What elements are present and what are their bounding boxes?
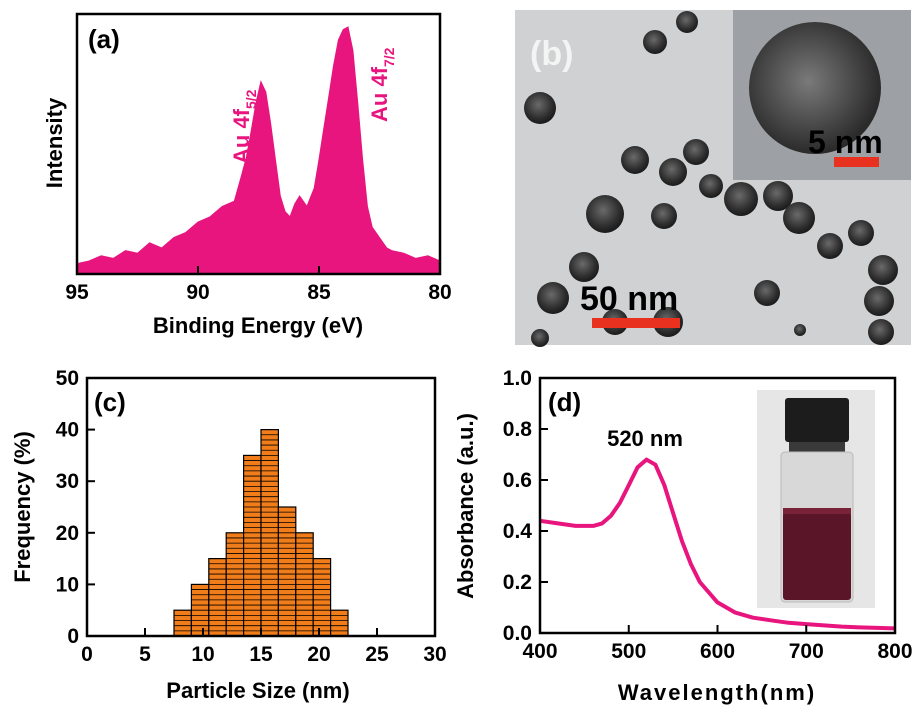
hist-y-tick-label: 50	[56, 367, 79, 390]
abs-y-tick-label: 1.0	[503, 367, 532, 390]
abs-x-tick-label: 500	[611, 640, 646, 663]
hist-y-tick-label: 10	[56, 573, 79, 596]
panel-a-label: (a)	[88, 24, 120, 54]
peak-annotation-520: 520 nm	[607, 426, 683, 451]
inset-scale-bar	[834, 157, 879, 167]
xps-x-tick-label: 95	[65, 281, 89, 304]
vial-photo	[757, 390, 875, 608]
histogram-bar	[243, 454, 262, 637]
hist-y-axis-label: Frequency (%)	[10, 431, 35, 583]
hist-x-tick-label: 25	[365, 643, 389, 666]
hist-y-tick-label: 30	[56, 470, 79, 493]
inset-scale-label: 5 nm	[808, 124, 883, 160]
hist-y-tick-label: 0	[67, 625, 79, 648]
hist-y-tick-label: 20	[56, 522, 79, 545]
histogram-bar	[208, 557, 227, 637]
xps-plot-area	[76, 26, 441, 275]
abs-x-ticks: 400 500 600 700 800	[522, 625, 913, 663]
xps-frame	[75, 12, 442, 276]
histogram-bar	[277, 506, 297, 637]
xps-x-tick-label: 85	[307, 281, 331, 304]
histogram-bar	[312, 557, 332, 637]
hist-x-axis-label: Particle Size (nm)	[166, 678, 349, 703]
panel-a: 95 90 85 80 (a) Binding Energy (eV) Intensi…	[42, 12, 452, 338]
panel-b: (b) 5 nm 50 nm	[515, 10, 911, 347]
abs-y-tick-label: 0.8	[503, 418, 533, 441]
hist-y-ticks: 0 10 20 30 40 50	[56, 367, 95, 648]
xps-spectrum-area	[76, 26, 441, 275]
abs-x-axis-label: Wavelength(nm)	[618, 680, 816, 705]
svg-text:Au 4f7/2: Au 4f7/2	[367, 47, 397, 122]
abs-y-tick-label: 0.4	[503, 520, 533, 543]
hist-x-tick-label: 10	[191, 643, 214, 666]
svg-text:Au 4f5/2: Au 4f5/2	[229, 89, 259, 164]
abs-y-tick-label: 0.0	[503, 622, 532, 645]
abs-y-tick-label: 0.6	[503, 469, 532, 492]
peak-label-4f72-text: Au 4f	[367, 66, 392, 122]
panel-d: 400 500 600 700 800 0.0 0.2 0.4 0.6 0.8 1.0 (d) 5…	[453, 367, 913, 705]
abs-x-tick-label: 800	[877, 640, 912, 663]
xps-x-tick-label: 80	[428, 281, 451, 304]
histogram-bar	[330, 609, 349, 637]
abs-y-tick-label: 0.2	[503, 571, 532, 594]
abs-x-tick-label: 400	[522, 640, 557, 663]
hist-x-tick-label: 20	[307, 643, 330, 666]
abs-y-ticks: 0.0 0.2 0.4 0.6 0.8 1.0	[503, 367, 548, 645]
abs-plot-area	[539, 457, 896, 631]
abs-x-tick-label: 700	[789, 640, 824, 663]
hist-x-tick-label: 5	[139, 643, 151, 666]
hist-x-tick-label: 15	[249, 643, 273, 666]
main-scale-label: 50 nm	[580, 280, 678, 318]
histogram-bar	[173, 609, 192, 637]
main-scale-bar	[592, 318, 680, 328]
histogram-bars	[173, 429, 349, 637]
absorbance-curve	[539, 457, 896, 631]
peak-label-4f72: Au 4f7/2	[367, 47, 397, 122]
abs-y-axis-label: Absorbance (a.u.)	[453, 413, 478, 599]
panel-b-label: (b)	[530, 35, 573, 73]
hist-x-tick-label: 0	[81, 643, 93, 666]
xps-x-tick-label: 90	[186, 281, 209, 304]
peak-label-4f52: Au 4f5/2	[229, 89, 259, 164]
peak-label-4f72-sub: 7/2	[381, 47, 397, 67]
tem-inset-particle	[749, 22, 881, 154]
panel-c: 0 5 10 15 20 25 30 0 10 20 30 40 50 (c) Particle Si…	[10, 367, 447, 703]
hist-x-tick-label: 30	[423, 643, 446, 666]
panel-d-label: (d)	[548, 387, 581, 417]
peak-label-4f52-text: Au 4f	[229, 108, 254, 164]
abs-x-tick-label: 600	[700, 640, 735, 663]
xps-x-axis-label: Binding Energy (eV)	[153, 313, 363, 338]
nanoparticles	[524, 11, 898, 347]
peak-label-4f52-sub: 5/2	[243, 89, 259, 109]
panel-c-label: (c)	[94, 387, 126, 417]
xps-y-axis-label: Intensity	[42, 97, 67, 188]
hist-y-tick-label: 40	[56, 419, 79, 442]
xps-x-ticks: 95 90 85 80	[65, 266, 452, 304]
hist-x-ticks: 0 5 10 15 20 25 30	[81, 628, 447, 666]
